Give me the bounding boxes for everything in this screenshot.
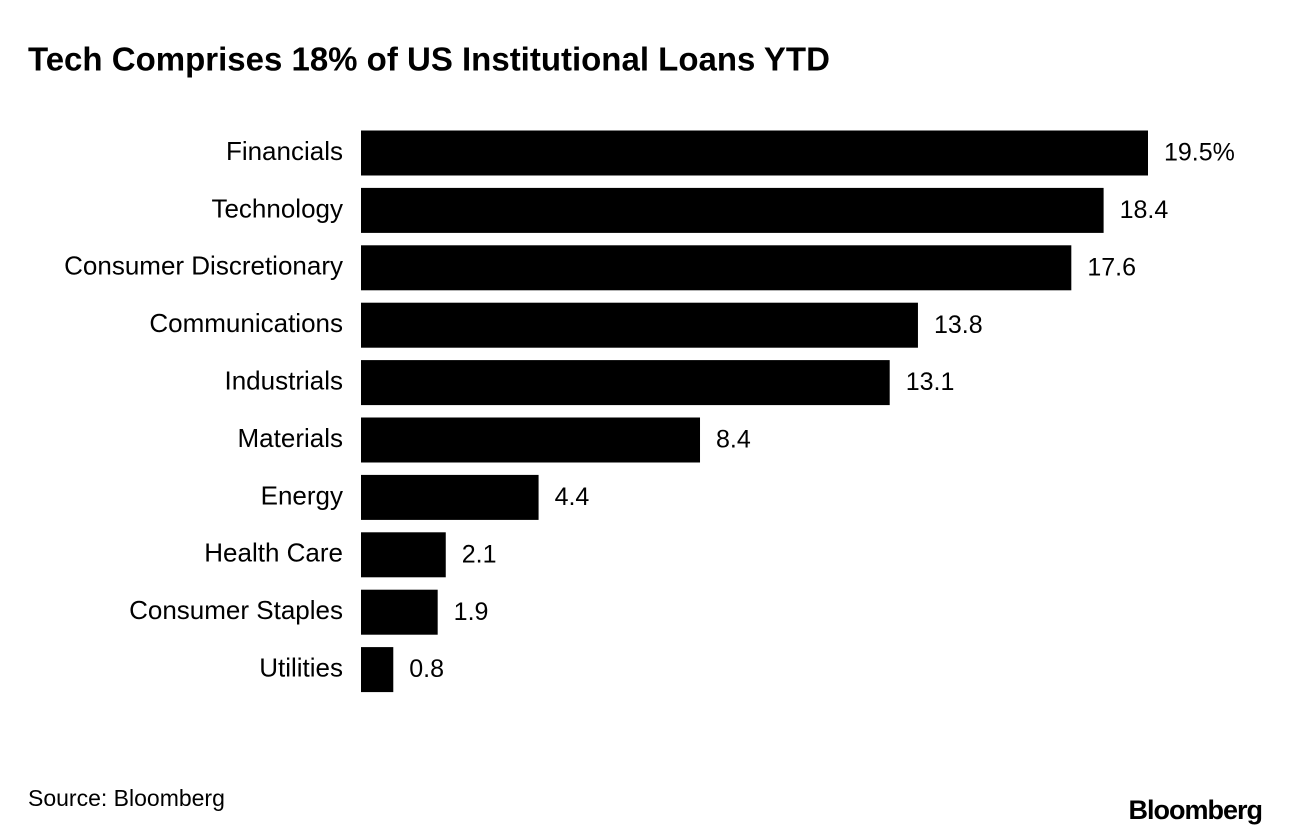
value-label: 13.8 xyxy=(934,311,983,339)
value-label: 1.9 xyxy=(454,598,489,626)
chart-title: Tech Comprises 18% of US Institutional L… xyxy=(28,41,830,78)
bar xyxy=(361,302,918,348)
category-label: Industrials xyxy=(225,365,344,395)
value-label: 2.1 xyxy=(462,540,497,568)
bar xyxy=(361,245,1072,291)
bar xyxy=(361,532,446,578)
logo: Bloomberg xyxy=(1128,795,1262,825)
category-label: Materials xyxy=(238,423,343,453)
bar xyxy=(361,589,438,635)
value-label: 4.4 xyxy=(555,483,590,511)
category-label: Utilities xyxy=(259,652,343,682)
value-label: 19.5% xyxy=(1164,139,1235,167)
source: Source: Bloomberg xyxy=(28,785,225,811)
category-label: Energy xyxy=(261,480,343,510)
category-label: Consumer Discretionary xyxy=(64,251,343,281)
bar xyxy=(361,417,701,463)
bar xyxy=(361,360,890,406)
value-label: 0.8 xyxy=(409,655,444,683)
category-label: Health Care xyxy=(204,538,343,568)
bar xyxy=(361,474,539,520)
category-label: Consumer Staples xyxy=(129,595,343,625)
category-label: Communications xyxy=(149,308,343,338)
value-label: 17.6 xyxy=(1087,253,1136,281)
value-label: 8.4 xyxy=(716,426,751,454)
bar xyxy=(361,647,394,693)
value-label: 13.1 xyxy=(906,368,955,396)
bar xyxy=(361,130,1148,176)
value-label: 18.4 xyxy=(1120,196,1169,224)
bar xyxy=(361,187,1104,233)
category-label: Technology xyxy=(211,193,343,223)
category-label: Financials xyxy=(226,136,343,166)
